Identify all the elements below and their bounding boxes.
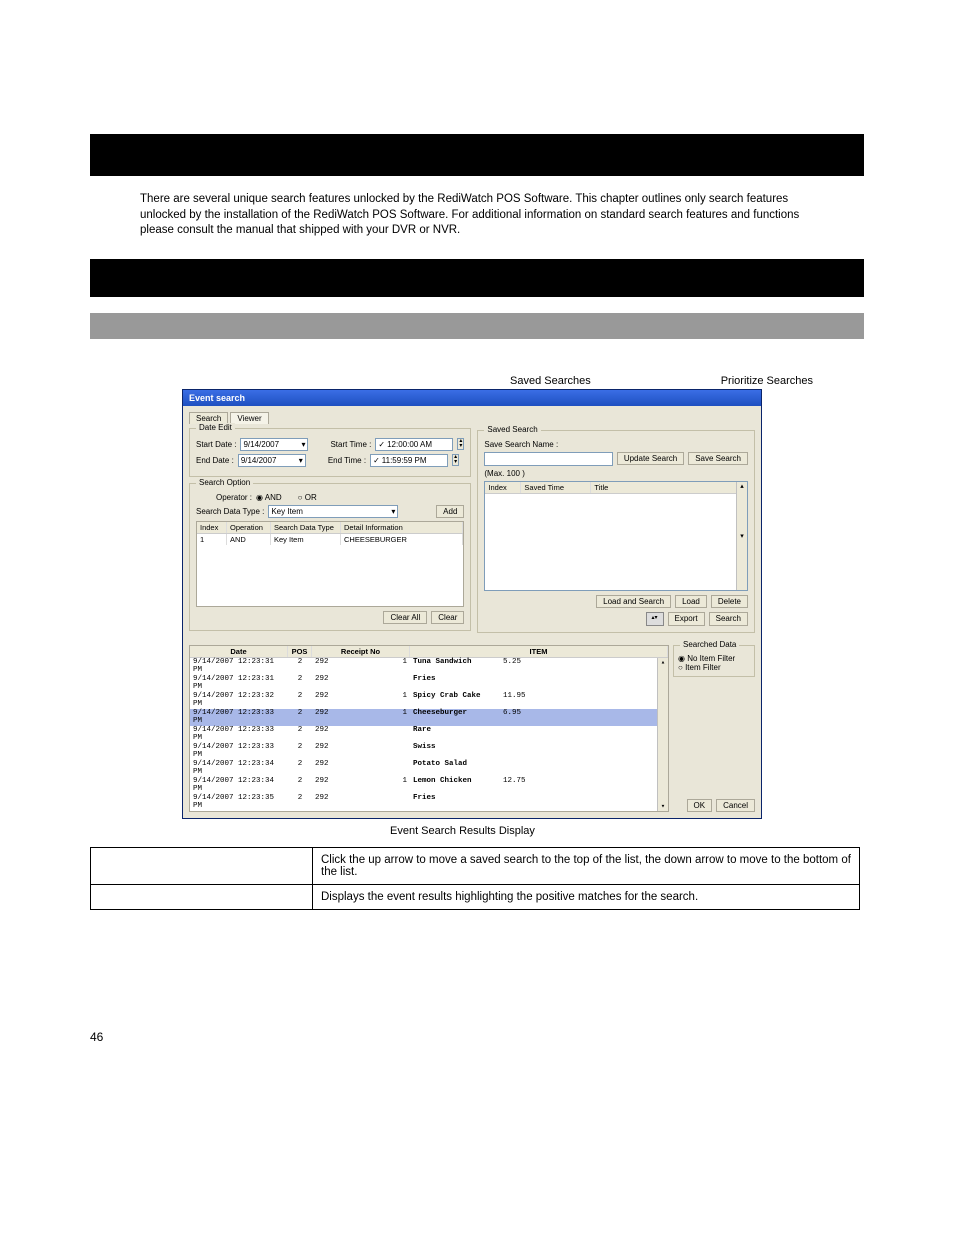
col-operation: Operation [227, 522, 271, 533]
save-search-name-input[interactable] [484, 452, 612, 466]
criteria-row[interactable]: 1 AND Key Item CHEESEBURGER [197, 534, 463, 545]
searched-data-legend: Searched Data [680, 640, 739, 649]
intro-paragraph: There are several unique search features… [140, 192, 824, 239]
saved-search-group: Saved Search Save Search Name : Update S… [477, 430, 755, 633]
callout-results-display: Event Search Results Display [390, 825, 864, 837]
results-row[interactable]: 9/14/2007 12:23:32 PM22921Spicy Crab Cak… [190, 692, 668, 709]
col-index: Index [197, 522, 227, 533]
cancel-button[interactable]: Cancel [716, 799, 755, 812]
start-time-label: Start Time : [330, 440, 371, 449]
criteria-table: Index Operation Search Data Type Detail … [196, 521, 464, 607]
search-data-type-label: Search Data Type : [196, 507, 264, 516]
results-scrollbar[interactable]: ▴▾ [657, 658, 668, 811]
search-button[interactable]: Search [709, 612, 748, 626]
results-row[interactable]: 9/14/2007 12:23:34 PM2292Potato Salad [190, 760, 668, 777]
item-filter-radio[interactable]: ○ Item Filter [678, 663, 750, 672]
desc-text-results: Displays the event results highlighting … [313, 884, 860, 909]
callout-saved-searches: Saved Searches [510, 375, 591, 387]
subsection-band [90, 313, 864, 339]
tab-viewer[interactable]: Viewer [230, 412, 268, 424]
results-row[interactable]: 9/14/2007 12:23:34 PM22921Lemon Chicken1… [190, 777, 668, 794]
export-button[interactable]: Export [668, 612, 705, 626]
results-table: Date POS Receipt No ITEM 9/14/2007 12:23… [189, 645, 669, 812]
save-search-button[interactable]: Save Search [688, 452, 748, 465]
section-heading-band [90, 259, 864, 297]
results-row[interactable]: 9/14/2007 12:23:31 PM2292Fries [190, 675, 668, 692]
results-col-receipt: Receipt No [312, 646, 410, 657]
clear-all-button[interactable]: Clear All [383, 611, 427, 624]
chapter-heading-band [90, 134, 864, 176]
results-col-item: ITEM [410, 646, 668, 657]
max-label: (Max. 100 ) [484, 469, 525, 478]
saved-col-index: Index [485, 482, 521, 493]
end-date-label: End Date : [196, 456, 234, 465]
prioritize-icon[interactable]: ▴▾ [646, 612, 664, 626]
results-col-date: Date [190, 646, 288, 657]
page-number: 46 [90, 1030, 864, 1044]
start-date-field[interactable]: 9/14/2007▾ [240, 438, 308, 451]
end-time-spinner[interactable]: ▴▾ [452, 454, 459, 466]
results-row[interactable]: 9/14/2007 12:23:33 PM2292Rare [190, 726, 668, 743]
desc-text-prioritize: Click the up arrow to move a saved searc… [313, 847, 860, 884]
operator-and-radio[interactable]: ◉ AND [256, 493, 282, 502]
search-option-group: Search Option Operator : ◉ AND ○ OR Sear… [189, 483, 471, 631]
start-date-label: Start Date : [196, 440, 236, 449]
results-row[interactable]: 9/14/2007 12:23:35 PM2292Fries [190, 794, 668, 811]
callout-prioritize-searches: Prioritize Searches [721, 375, 813, 387]
saved-list-scrollbar[interactable]: ▴▾ [736, 482, 747, 590]
description-table: Click the up arrow to move a saved searc… [90, 847, 860, 910]
results-col-pos: POS [288, 646, 312, 657]
search-option-legend: Search Option [196, 478, 253, 487]
delete-button[interactable]: Delete [711, 595, 748, 608]
end-date-field[interactable]: 9/14/2007▾ [238, 454, 306, 467]
load-and-search-button[interactable]: Load and Search [596, 595, 671, 608]
date-edit-legend: Date Edit [196, 423, 235, 432]
search-data-type-field[interactable]: Key Item▾ [268, 505, 398, 518]
event-search-screenshot: Event search Search Viewer Date Edit Sta… [182, 389, 762, 819]
operator-or-radio[interactable]: ○ OR [298, 493, 317, 502]
col-detail: Detail Information [341, 522, 463, 533]
start-time-field[interactable]: ✓ 12:00:00 AM [375, 438, 453, 451]
end-time-field[interactable]: ✓ 11:59:59 PM [370, 454, 448, 467]
desc-label-results [91, 884, 313, 909]
end-time-label: End Time : [328, 456, 366, 465]
operator-label: Operator : [216, 493, 252, 502]
results-row[interactable]: 9/14/2007 12:23:33 PM22921Cheeseburger6.… [190, 709, 668, 726]
clear-button[interactable]: Clear [431, 611, 464, 624]
results-row[interactable]: 9/14/2007 12:23:33 PM2292Swiss [190, 743, 668, 760]
saved-col-time: Saved Time [521, 482, 591, 493]
save-search-name-label: Save Search Name : [484, 440, 558, 449]
add-button[interactable]: Add [436, 505, 464, 518]
desc-label-prioritize [91, 847, 313, 884]
no-item-filter-radio[interactable]: ◉ No Item Filter [678, 654, 750, 663]
saved-search-list[interactable]: Index Saved Time Title ▴▾ [484, 481, 748, 591]
col-sdt: Search Data Type [271, 522, 341, 533]
load-button[interactable]: Load [675, 595, 707, 608]
update-search-button[interactable]: Update Search [617, 452, 684, 465]
window-title: Event search [183, 390, 761, 406]
saved-col-title: Title [591, 482, 747, 493]
saved-search-legend: Saved Search [484, 425, 540, 434]
date-edit-group: Date Edit Start Date : 9/14/2007▾ Start … [189, 428, 471, 477]
results-row[interactable]: 9/14/2007 12:23:31 PM22921Tuna Sandwich5… [190, 658, 668, 675]
ok-button[interactable]: OK [687, 799, 713, 812]
start-time-spinner[interactable]: ▴▾ [457, 438, 464, 450]
table-row: Click the up arrow to move a saved searc… [91, 847, 860, 884]
table-row: Displays the event results highlighting … [91, 884, 860, 909]
searched-data-group: Searched Data ◉ No Item Filter ○ Item Fi… [673, 645, 755, 677]
